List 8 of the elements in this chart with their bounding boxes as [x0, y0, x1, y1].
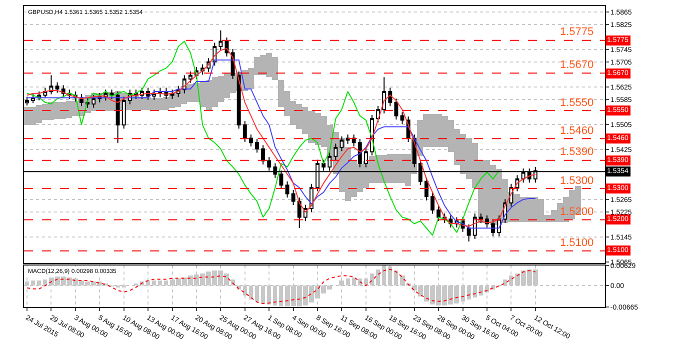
annotation: 1.5460	[560, 125, 594, 137]
annotation: 1.5775	[560, 26, 594, 38]
annotation: 1.5670	[560, 59, 594, 71]
annotation: 1.5550	[560, 97, 594, 109]
annotation: 1.5390	[560, 146, 594, 158]
annotation: 1.5200	[560, 206, 594, 218]
annotation: 1.5300	[560, 175, 594, 187]
annotation: 1.5100	[560, 237, 594, 249]
